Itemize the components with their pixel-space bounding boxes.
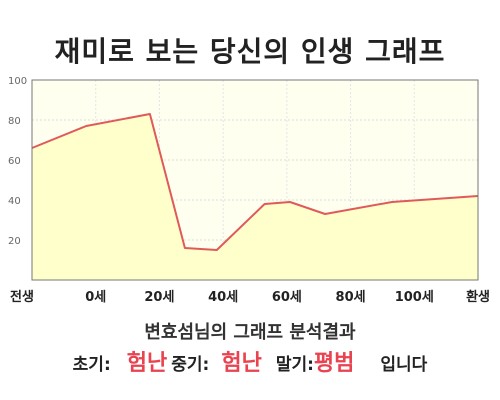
y-axis-ticks: 20 40 60 80 100 [8,76,27,247]
analysis-subtitle: 변효섬님의 그래프 분석결과 [144,322,356,343]
analysis-result: 초기: 험난 중기: 험난 말기:평범 입니다 [0,345,500,377]
x-tick-label: 20세 [144,290,174,305]
page-title: 재미로 보는 당신의 인생 그래프 [54,35,446,68]
x-tick-label: 60세 [272,290,302,305]
x-tick-label: 40세 [208,290,238,305]
mid-stage-label: 중기: [171,355,210,375]
x-tick-label: 0세 [85,290,106,305]
y-tick-label: 100 [8,76,27,87]
y-tick-label: 40 [8,196,21,207]
x-tick-label: 전생 [10,289,34,305]
x-tick-label: 100세 [395,290,434,305]
result-ending: 입니다 [380,355,428,375]
area-fill [32,114,478,280]
late-stage-value: 평범 [313,351,355,376]
y-tick-label: 80 [8,116,21,127]
y-tick-label: 20 [8,236,21,247]
early-stage-value: 험난 [126,351,168,376]
y-tick-label: 60 [8,156,21,167]
late-stage-label: 말기: [275,355,314,375]
x-axis-ticks: 전생 0세 20세 40세 60세 80세 100세 환생 [10,289,490,305]
mid-stage-value: 험난 [221,351,262,376]
early-stage-label: 초기: [72,355,111,375]
plot-border [31,79,479,281]
x-tick-label: 환생 [466,289,490,305]
series-line [31,113,479,251]
x-tick-label: 80세 [336,290,366,305]
